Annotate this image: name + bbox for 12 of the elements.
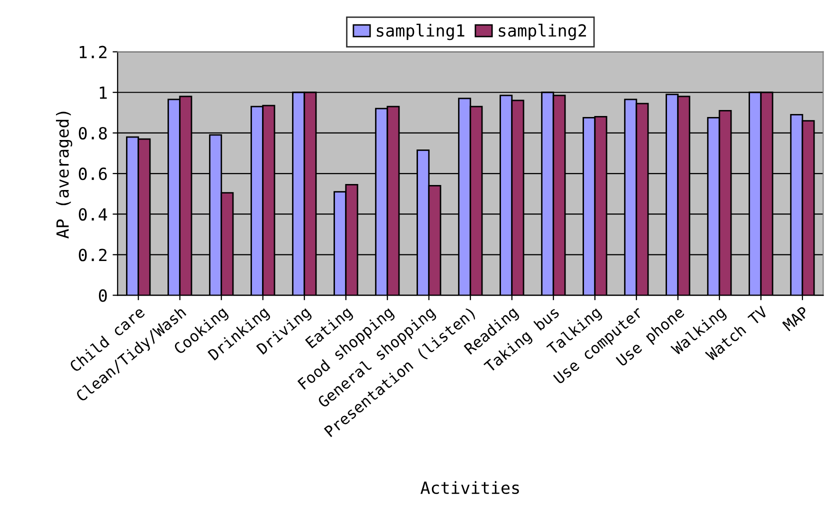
legend-label: sampling2 — [498, 24, 586, 40]
x-tick-label: MAP — [782, 306, 810, 332]
y-axis-title: AP (averaged) — [56, 112, 72, 238]
legend-label: sampling1 — [376, 24, 464, 40]
y-tick-label: 0.4 — [78, 208, 108, 221]
y-tick-label: 0.8 — [78, 126, 107, 140]
y-tick-label: 1 — [100, 86, 107, 99]
y-tick-label: 0 — [98, 289, 107, 302]
y-tick-label: 1.2 — [80, 46, 106, 58]
y-tick-label: 0.2 — [78, 248, 106, 262]
x-axis-title: Activities — [420, 481, 519, 494]
y-tick-label: 0.6 — [78, 168, 107, 180]
